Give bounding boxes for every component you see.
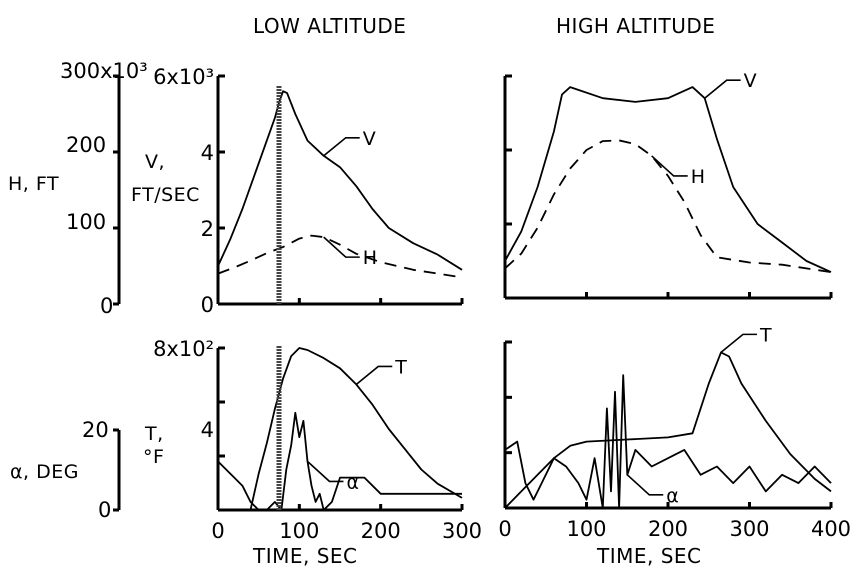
low-temperature-ytick-label: 8x10²	[153, 337, 214, 361]
panel-high-velocity: VH	[503, 70, 833, 300]
low-temperature-label-T: T	[394, 356, 407, 378]
high-temperature-leader-α	[626, 474, 664, 496]
low-temperature-leader-T	[355, 365, 393, 386]
low-temperature-xtick-label: 0	[211, 519, 224, 543]
high-temperature-xtick-label: 100	[566, 517, 606, 541]
title-high-altitude: HIGH ALTITUDE	[556, 14, 715, 38]
high-temperature-label-α: α	[666, 485, 679, 507]
low-velocity-series-H	[217, 234, 463, 279]
xlabel-low: TIME, SEC	[252, 544, 358, 568]
panel-low-temperature: 8x10² 4 0 100 200 300 Tα	[153, 337, 482, 543]
high-temperature-leader-T	[720, 333, 757, 353]
low-velocity-leader-H	[323, 236, 360, 258]
h-tick-200: 200	[66, 133, 106, 157]
high-temperature-series-T	[504, 351, 832, 509]
low-temperature-label-α: α	[346, 471, 359, 493]
h-axis-label: H, FT	[8, 173, 59, 195]
low-temperature-xtick-label: 300	[442, 519, 482, 543]
alpha-tick-20: 20	[82, 418, 109, 442]
title-low-altitude: LOW ALTITUDE	[253, 14, 406, 38]
t-axis-label-units: °F	[143, 446, 164, 468]
low-temperature-series-T	[249, 347, 463, 511]
high-velocity-label-H: H	[691, 166, 706, 188]
alpha-axis-label: α, DEG	[10, 461, 79, 483]
v-axis-label-units: FT/SEC	[131, 184, 200, 206]
low-velocity-series-V	[217, 90, 463, 271]
low-velocity-ytick-label: 6x10³	[153, 65, 214, 89]
h-tick-0: 0	[100, 294, 113, 318]
high-velocity-leader-V	[704, 79, 741, 99]
low-temperature-xtick-label: 200	[361, 519, 401, 543]
h-tick-100: 100	[66, 210, 106, 234]
high-temperature-series-α	[504, 374, 832, 509]
panel-low-velocity: 6x10³ 4 2 0 V H	[153, 65, 464, 317]
low-velocity-ytick-label: 4	[201, 141, 214, 165]
low-temperature-leader-α	[306, 460, 344, 483]
v-axis-label: V,	[145, 151, 165, 173]
high-velocity-label-V: V	[744, 70, 758, 92]
high-temperature-xtick-label: 200	[648, 517, 688, 541]
t-axis-label: T,	[144, 423, 164, 445]
low-velocity-ytick-label: 0	[201, 293, 214, 317]
low-temperature-xtick-label: 100	[279, 519, 319, 543]
xlabel-high: TIME, SEC	[596, 544, 702, 568]
high-temperature-label-T: T	[759, 324, 772, 346]
low-velocity-ytick-label: 2	[201, 217, 214, 241]
alpha-tick-0: 0	[98, 498, 111, 522]
high-velocity-leader-H	[651, 155, 688, 177]
low-temperature-series-α	[217, 411, 462, 511]
low-velocity-label-H: H	[363, 247, 378, 269]
high-temperature-xtick-label: 400	[811, 517, 851, 541]
low-velocity-leader-V	[323, 137, 360, 157]
high-temperature-xtick-label: 0	[498, 517, 511, 541]
low-temperature-ytick-label: 4	[201, 418, 214, 442]
low-velocity-label-V: V	[363, 128, 377, 150]
high-velocity-series-V	[504, 86, 832, 273]
panel-high-temperature: 0 100 200 300 400 Tα	[498, 324, 851, 541]
high-temperature-xtick-label: 300	[729, 517, 769, 541]
high-velocity-series-H	[504, 139, 832, 273]
h-tick-300: 300x10³	[60, 59, 148, 83]
